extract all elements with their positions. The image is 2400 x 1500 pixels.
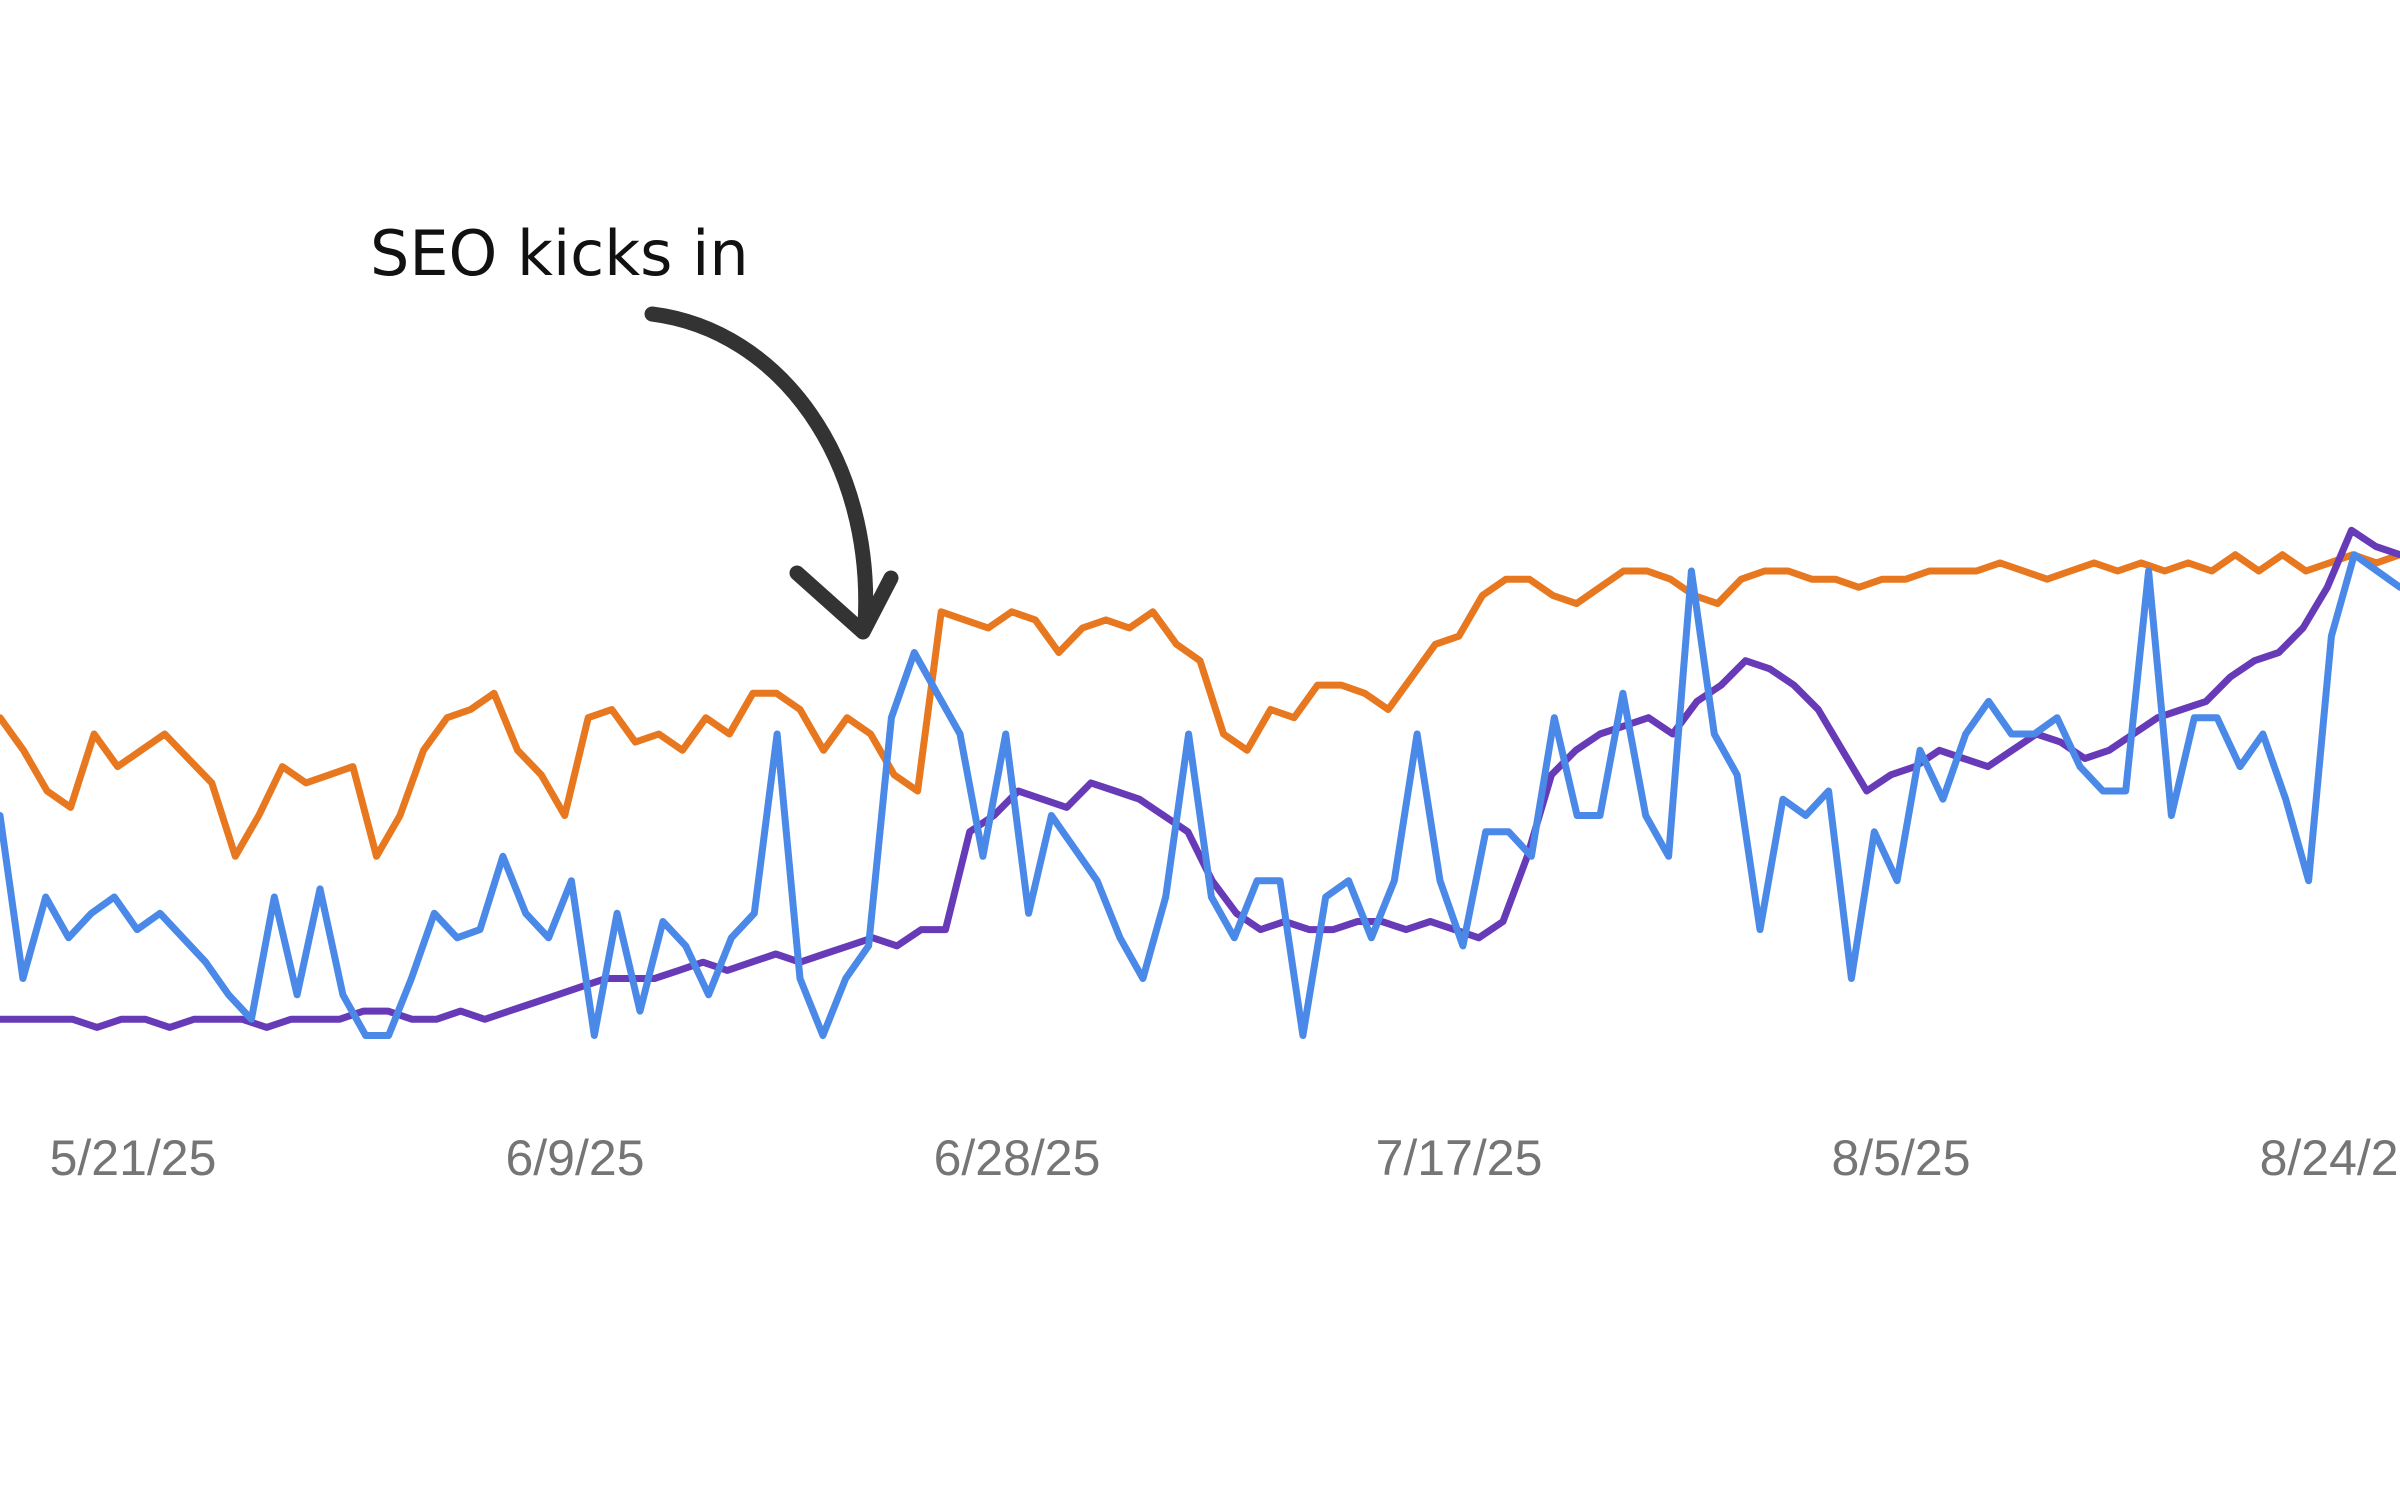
x-tick-label: 6/28/25 (934, 1130, 1101, 1186)
x-tick-label: 7/17/25 (1376, 1130, 1543, 1186)
annotation-text: SEO kicks in (370, 217, 749, 290)
x-axis-tick-labels: 5/21/25 6/9/25 6/28/25 7/17/25 8/5/25 8/24/25 (50, 1130, 2400, 1186)
annotation: SEO kicks in (370, 217, 899, 640)
x-tick-label: 6/9/25 (505, 1130, 644, 1186)
series-line-2 (0, 526, 2400, 1031)
series-layer (0, 526, 2400, 1039)
x-tick-label: 8/24/25 (2260, 1130, 2400, 1186)
x-tick-label: 5/21/25 (50, 1130, 217, 1186)
x-tick-label: 8/5/25 (1831, 1130, 1970, 1186)
series-line-1 (0, 551, 2400, 860)
annotation-arrowhead (789, 565, 899, 640)
series-line-3 (0, 551, 2400, 1039)
annotation-arrow (644, 306, 874, 633)
